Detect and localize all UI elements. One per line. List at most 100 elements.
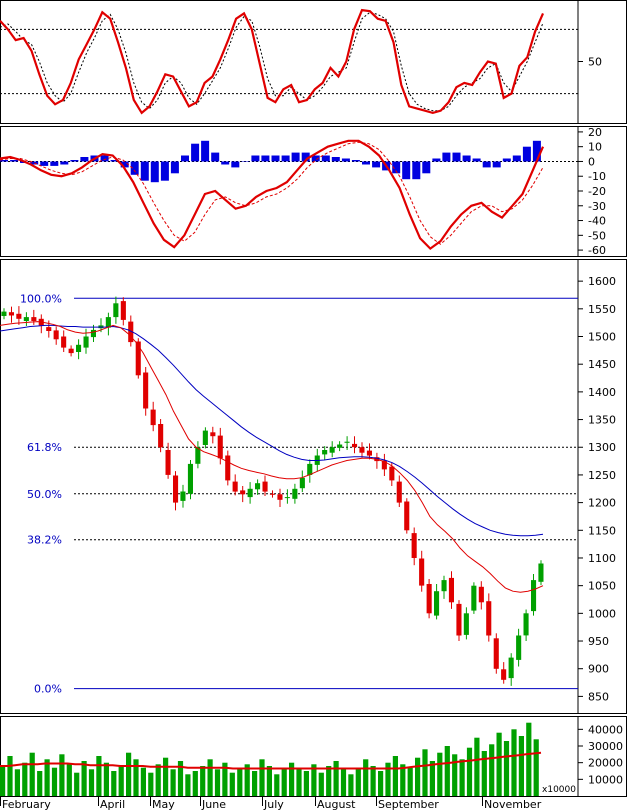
fibonacci-label: 61.8% — [27, 441, 62, 454]
macd-histogram-bar — [311, 155, 320, 162]
macd-tick-label: 20 — [588, 126, 602, 139]
volume-bar — [363, 759, 369, 796]
volume-bar — [378, 771, 384, 796]
candle-body — [456, 603, 462, 636]
macd-histogram-bar — [170, 161, 179, 174]
candle-body — [531, 580, 537, 612]
candle-body — [411, 533, 417, 558]
volume-bar — [214, 769, 221, 796]
price-tick-label: 1400 — [588, 386, 616, 399]
candle-body — [53, 330, 59, 340]
candle-body — [46, 327, 52, 331]
macd-tick-label: -20 — [588, 185, 606, 198]
candle-body — [404, 501, 410, 531]
fibonacci-label: 50.0% — [27, 488, 62, 501]
macd-histogram-bar — [301, 152, 310, 162]
macd-histogram-bar — [321, 155, 330, 162]
candle-body — [113, 303, 119, 318]
macd-histogram-bar — [472, 158, 481, 162]
macd-histogram-bar — [492, 161, 501, 168]
volume-moving-average — [0, 751, 542, 770]
price-tick-label: 1300 — [588, 441, 616, 454]
candle-body — [329, 447, 335, 453]
macd-histogram-bar — [60, 161, 69, 165]
price-tick-label: 1250 — [588, 469, 616, 482]
volume-bar — [37, 771, 43, 796]
price-panel: 100.0% 61.8% 50.0% 38.2% 0.0% 1600 1550 1500 145… — [0, 259, 627, 714]
x-tick-label: July — [263, 798, 284, 811]
volume-bar — [244, 764, 250, 796]
volume-bar — [303, 771, 309, 796]
volume-bar — [229, 772, 235, 796]
macd-histogram-bar — [181, 155, 189, 162]
moving-average-slow — [0, 324, 544, 537]
fibonacci-label: 38.2% — [27, 534, 62, 547]
macd-histogram-bar — [442, 152, 451, 162]
candle-body — [337, 444, 343, 448]
macd-histogram-bar — [281, 155, 290, 162]
candle-body — [232, 481, 238, 492]
volume-bar — [51, 767, 58, 796]
macd-histogram-bar — [0, 160, 8, 162]
candle-body — [299, 477, 305, 489]
candle-body — [68, 348, 74, 354]
x-tick-label: August — [317, 798, 356, 811]
volume-bar — [466, 747, 473, 796]
macd-tick-label: -40 — [588, 215, 606, 228]
candle-body — [90, 329, 96, 338]
candle-body — [240, 490, 246, 495]
macd-histogram-bar — [140, 161, 149, 181]
moving-average-fast — [0, 321, 544, 593]
volume-bar — [155, 764, 161, 796]
candle-body — [419, 558, 425, 586]
candle-body — [366, 450, 372, 456]
volume-bar — [59, 754, 65, 796]
volume-bar — [22, 762, 28, 796]
candle-body — [344, 441, 350, 443]
price-tick-label: 1550 — [588, 303, 616, 316]
volume-unit-label: x10000 — [542, 785, 576, 795]
candle-body — [61, 336, 67, 348]
x-axis: February April May June July August September N… — [0, 796, 542, 811]
candle-body — [322, 450, 328, 455]
macd-histogram-bar — [512, 155, 521, 162]
volume-tick-label: 30000 — [588, 740, 623, 753]
macd-histogram-bar — [241, 161, 250, 162]
macd-histogram-bar — [412, 161, 421, 180]
candle-body — [381, 460, 387, 470]
candle-body — [538, 563, 544, 582]
volume-bar — [422, 749, 428, 796]
volume-bar — [496, 732, 502, 796]
volume-bar — [88, 769, 95, 796]
volume-bar — [96, 756, 102, 796]
volume-bar — [29, 752, 35, 796]
macd-frame — [0, 126, 627, 257]
fibonacci-label: 0.0% — [34, 683, 62, 696]
price-tick-label: 1000 — [588, 607, 616, 620]
price-tick-label: 1200 — [588, 497, 616, 510]
candle-body — [389, 466, 395, 481]
candle-body — [23, 317, 29, 321]
volume-bar — [177, 761, 184, 796]
macd-histogram-bar — [402, 161, 411, 180]
volume-bar — [0, 766, 6, 796]
macd-histogram-bar — [532, 140, 541, 162]
candle-body — [396, 481, 402, 503]
volume-bar — [222, 762, 228, 796]
volume-bar — [44, 759, 50, 796]
candle-body — [255, 483, 261, 490]
macd-histogram-bar — [522, 146, 531, 162]
candle-body — [128, 321, 134, 343]
volume-bar — [355, 767, 361, 796]
volume-bar — [281, 769, 287, 796]
macd-histogram-bar — [331, 157, 340, 162]
volume-bar — [7, 756, 13, 796]
macd-tick-label: -60 — [588, 244, 606, 257]
volume-bar — [266, 766, 272, 796]
macd-histogram-bar — [50, 161, 59, 166]
price-tick-label: 1450 — [588, 358, 616, 371]
macd-tick-label: 0 — [588, 155, 595, 168]
volume-bar — [192, 771, 198, 796]
macd-histogram-bar — [191, 143, 200, 162]
macd-tick-label: -30 — [588, 200, 606, 213]
